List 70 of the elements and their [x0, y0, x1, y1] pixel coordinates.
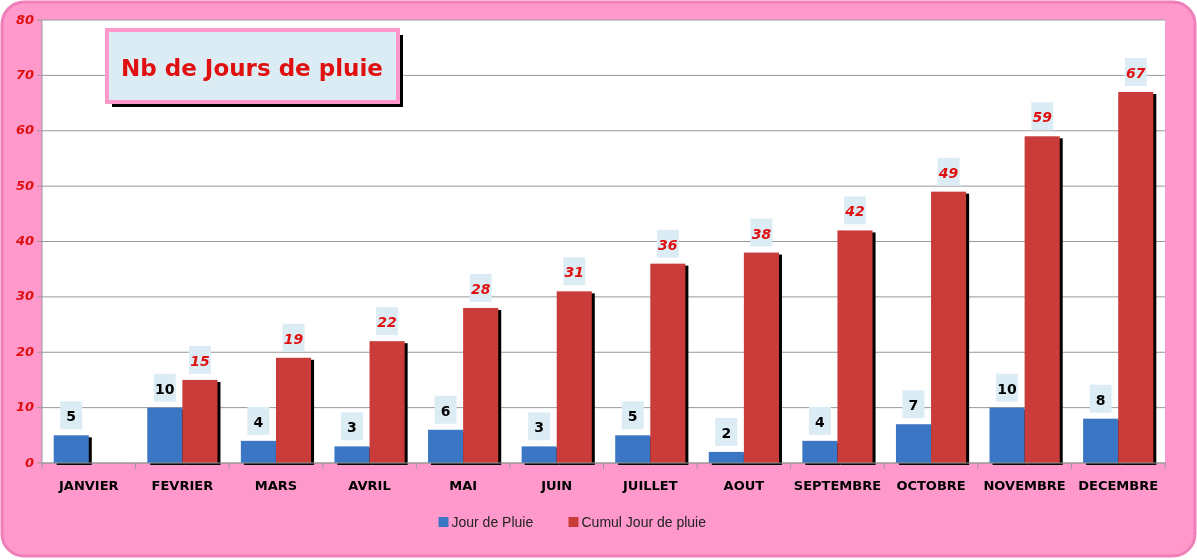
y-tick-label: 30 — [15, 288, 34, 304]
data-label: 8 — [1095, 391, 1106, 408]
legend-label: Cumul Jour de pluie — [581, 513, 707, 530]
y-tick-label: 10 — [15, 399, 34, 415]
bar — [147, 407, 183, 463]
x-tick-label: DECEMBRE — [1078, 478, 1159, 493]
x-tick-label: SEPTEMBRE — [793, 478, 882, 493]
bar — [743, 252, 779, 463]
bar — [182, 379, 218, 463]
y-tick-label: 60 — [15, 122, 34, 138]
x-tick-label: MARS — [254, 478, 298, 493]
x-tick-label: FEVRIER — [151, 478, 214, 493]
bar — [1118, 91, 1154, 463]
x-tick-label: AOUT — [723, 478, 765, 493]
x-tick-label: JUILLET — [622, 478, 678, 493]
data-label: 22 — [377, 314, 397, 331]
bar — [463, 307, 499, 463]
data-label: 10 — [155, 380, 175, 397]
y-tick-label: 40 — [14, 233, 34, 248]
data-label: 4 — [815, 413, 826, 430]
data-label: 10 — [997, 380, 1018, 397]
x-tick-label: JANVIER — [58, 478, 119, 493]
bar — [428, 429, 464, 463]
x-tick-label: NOVEMBRE — [983, 478, 1066, 493]
bar — [369, 341, 405, 463]
x-tick-label: MAI — [449, 478, 478, 493]
data-label: 31 — [564, 264, 584, 281]
data-label: 36 — [658, 236, 678, 253]
bar — [931, 191, 967, 463]
data-label: 49 — [937, 164, 959, 181]
x-tick-label: JUIN — [540, 478, 573, 493]
bar — [837, 230, 873, 463]
bar — [556, 291, 592, 463]
legend-label: Jour de Pluie — [451, 513, 534, 530]
y-tick-label: 20 — [15, 343, 34, 359]
bar — [53, 435, 89, 463]
data-label: 5 — [66, 408, 77, 425]
data-label: 42 — [844, 203, 865, 220]
data-label: 67 — [1126, 64, 1146, 81]
text: Nb de Jours de pluie — [121, 54, 383, 81]
bar — [802, 440, 838, 463]
data-label: 2 — [721, 424, 732, 441]
data-label: 19 — [283, 330, 304, 347]
bar — [1083, 418, 1119, 463]
data-label: 5 — [627, 408, 638, 425]
bar — [708, 451, 744, 463]
y-tick-label: 50 — [15, 177, 34, 193]
bar — [275, 357, 312, 463]
bar — [989, 407, 1025, 463]
bar — [1024, 136, 1060, 463]
data-label: 7 — [908, 397, 919, 414]
data-label: 6 — [440, 402, 451, 419]
x-tick-label: OCTOBRE — [896, 478, 966, 493]
bar — [334, 446, 370, 463]
y-tick-label: 70 — [15, 66, 34, 82]
bar — [895, 424, 932, 463]
data-label: 15 — [190, 352, 210, 369]
data-label: 3 — [347, 419, 357, 436]
data-label: 38 — [751, 225, 772, 242]
data-label: 28 — [470, 280, 491, 297]
data-label: 59 — [1032, 109, 1053, 126]
bar — [615, 435, 651, 463]
y-tick-label: 0 — [24, 454, 34, 470]
bar — [240, 440, 276, 463]
data-label: 3 — [534, 419, 545, 436]
data-label: 4 — [253, 413, 264, 430]
y-tick-label: 80 — [15, 11, 34, 27]
bar — [521, 446, 557, 463]
bar — [650, 263, 686, 463]
x-tick-label: AVRIL — [348, 478, 391, 493]
